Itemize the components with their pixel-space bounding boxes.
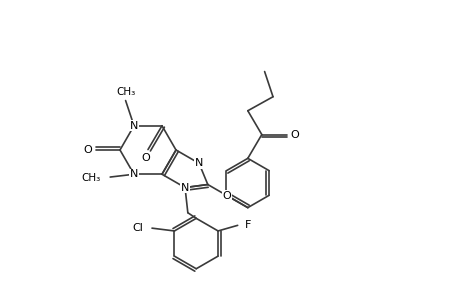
Text: O: O xyxy=(141,153,150,163)
Text: N: N xyxy=(180,182,189,193)
Text: N: N xyxy=(129,121,138,131)
Text: N: N xyxy=(195,158,203,168)
Text: N: N xyxy=(195,158,203,168)
Text: Cl: Cl xyxy=(132,223,143,233)
Text: CH₃: CH₃ xyxy=(116,87,135,97)
Text: F: F xyxy=(244,220,251,230)
Text: N: N xyxy=(129,169,138,179)
Text: O: O xyxy=(84,145,92,155)
Text: N: N xyxy=(129,169,138,179)
Text: N: N xyxy=(129,121,138,131)
Text: N: N xyxy=(180,182,189,193)
Text: O: O xyxy=(290,130,299,140)
Text: CH₃: CH₃ xyxy=(81,173,100,183)
Text: O: O xyxy=(222,191,231,201)
